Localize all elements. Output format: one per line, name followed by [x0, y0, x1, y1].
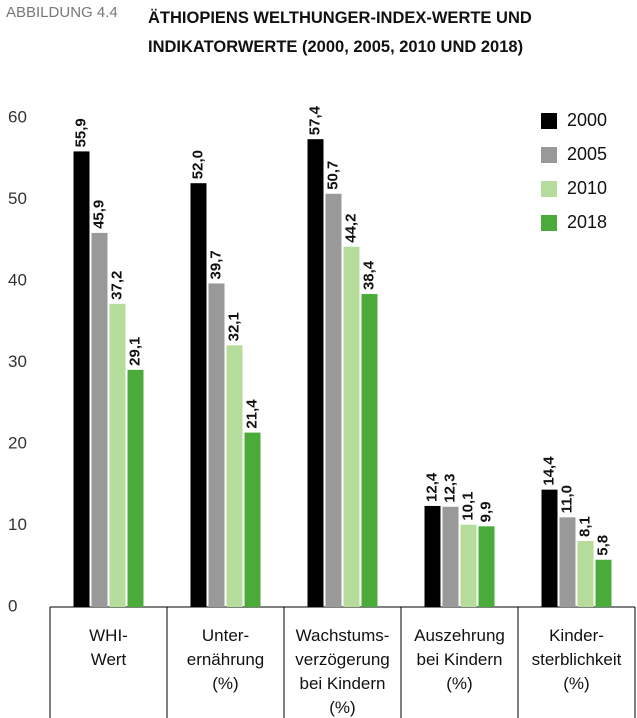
x-tick-label: Wachstums- verzögerung bei Kindern (%): [295, 626, 390, 717]
value-label: 39,7: [207, 250, 224, 279]
bar: [208, 283, 225, 607]
y-tick-label: 50: [8, 189, 27, 208]
legend-swatch: [541, 147, 557, 163]
value-label: 55,9: [72, 118, 89, 147]
value-label: 50,7: [324, 161, 341, 190]
x-tick-label: Unter- ernährung (%): [186, 626, 265, 693]
chart-title: ÄTHIOPIENS WELTHUNGER-INDEX-WERTE UND IN…: [148, 9, 532, 56]
bar: [595, 559, 612, 607]
value-label: 52,0: [189, 150, 206, 179]
bar: [478, 526, 495, 607]
value-label: 38,4: [360, 260, 377, 290]
bar: [460, 524, 477, 607]
value-label: 45,9: [90, 200, 107, 229]
legend-label: 2018: [567, 212, 607, 232]
value-label: 11,0: [558, 485, 575, 513]
value-label: 32,1: [225, 312, 242, 341]
y-tick-label: 40: [8, 270, 27, 289]
bar: [190, 183, 207, 607]
y-tick-label: 10: [8, 515, 27, 534]
x-tick-label: Auszehrung bei Kindern (%): [414, 626, 505, 693]
bar: [424, 505, 441, 607]
bar: [343, 246, 360, 607]
y-tick-label: 20: [8, 433, 27, 452]
bar: [307, 139, 324, 607]
legend-label: 2010: [567, 178, 607, 198]
bar: [325, 193, 342, 608]
bar: [91, 232, 108, 608]
figure-label: ABBILDUNG 4.4: [6, 4, 118, 21]
y-tick-label: 60: [8, 107, 27, 126]
y-tick-label: 0: [8, 596, 17, 615]
legend-swatch: [541, 215, 557, 231]
value-label: 29,1: [126, 337, 143, 366]
bar: [127, 369, 144, 607]
legend-swatch: [541, 181, 557, 197]
value-label: 12,4: [423, 472, 440, 502]
x-tick-label: Kinder- sterblichkeit (%): [531, 626, 622, 693]
legend-label: 2000: [567, 110, 607, 130]
value-label: 5,8: [594, 535, 611, 556]
value-label: 10,1: [459, 491, 476, 520]
bar: [361, 294, 378, 607]
value-label: 37,2: [108, 271, 125, 300]
x-tick-label: WHI- Wert: [89, 626, 128, 669]
bar: [541, 489, 558, 607]
bar: [442, 506, 459, 607]
value-label: 12,3: [441, 474, 458, 503]
bar: [226, 345, 243, 607]
value-label: 44,2: [342, 214, 359, 243]
legend-swatch: [541, 113, 557, 129]
value-label: 21,4: [243, 399, 260, 429]
bar: [244, 432, 261, 607]
bar: [109, 303, 126, 607]
legend-label: 2005: [567, 144, 607, 164]
bar: [559, 517, 576, 607]
value-label: 9,9: [477, 501, 494, 522]
bar: [577, 540, 594, 607]
bar: [73, 151, 90, 608]
value-label: 57,4: [306, 105, 323, 135]
value-label: 8,1: [576, 516, 593, 537]
y-tick-label: 30: [8, 352, 27, 371]
value-label: 14,4: [540, 456, 557, 486]
